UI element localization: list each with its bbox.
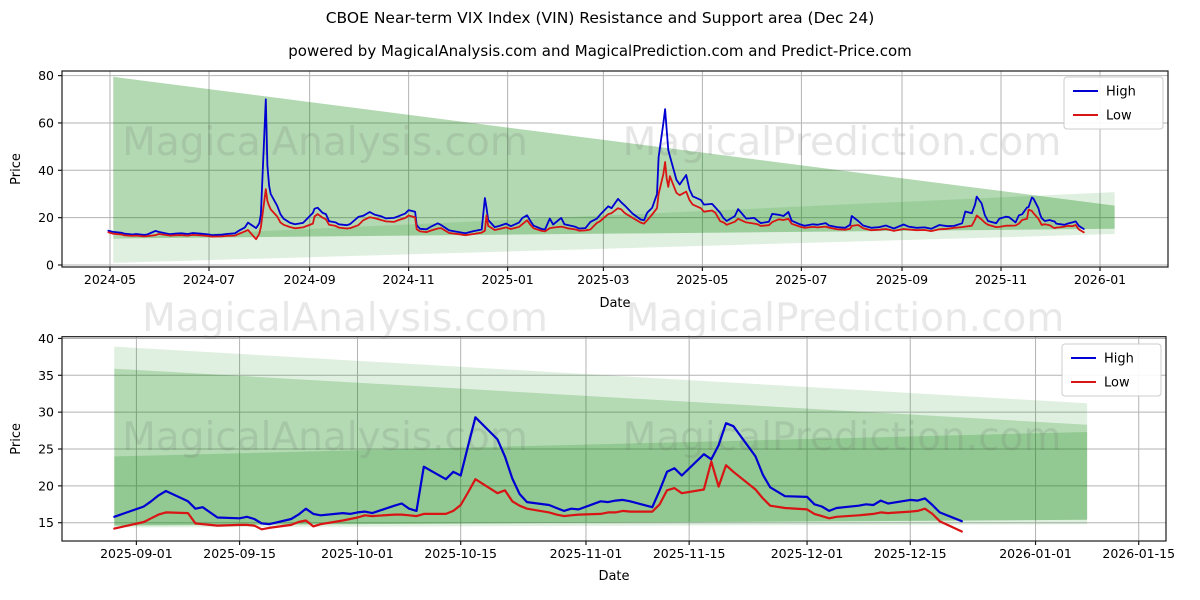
y-tick-label: 35 [38, 368, 54, 383]
band-support-fan [114, 432, 1088, 526]
x-tick-label: 2026-01 [1074, 272, 1126, 287]
y-axis-label: Price [9, 153, 24, 185]
plot-border [61, 336, 1167, 542]
x-tick-label: 2025-01 [482, 272, 534, 287]
legend-label-high: High [1104, 352, 1134, 367]
x-tick-label: 2025-05 [676, 272, 728, 287]
series-line-high [113, 416, 963, 526]
y-tick-label: 60 [38, 115, 54, 130]
y-tick-label: 40 [38, 163, 54, 178]
x-axis-label: Date [599, 296, 630, 311]
y-tick-label: 20 [38, 478, 54, 493]
y-tick-label: 30 [38, 405, 54, 420]
legend-label-low: Low [1106, 109, 1132, 124]
series-line-high [107, 98, 1085, 237]
y-tick-label: 0 [46, 258, 54, 273]
watermark-magicalprediction: MagicalPrediction.com [623, 120, 1062, 165]
x-tick-label: 2025-07 [775, 272, 827, 287]
x-tick-label: 2025-11-01 [550, 546, 623, 561]
x-tick-label: 2025-11 [975, 272, 1027, 287]
y-tick-label: 20 [38, 210, 54, 225]
y-tick-label: 15 [38, 515, 54, 530]
y-tick-label: 25 [38, 442, 54, 457]
x-tick-label: 2025-12-01 [771, 546, 844, 561]
y-axis-label: Price [9, 423, 24, 455]
y-tick-label: 40 [38, 331, 54, 346]
x-tick-label: 2026-01-01 [999, 546, 1072, 561]
x-tick-label: 2025-12-15 [874, 546, 947, 561]
series-line-low [107, 161, 1085, 241]
legend-label-high: High [1106, 85, 1136, 100]
x-axis-label: Date [598, 569, 629, 584]
band-resistance-support-cone [113, 76, 1115, 239]
x-tick-label: 2026-01-15 [1102, 546, 1175, 561]
watermark-magicalanalysis: MagicalAnalysis.com [122, 415, 528, 460]
plot-border [61, 70, 1169, 268]
band-resistance-fan-light [114, 346, 1088, 528]
x-tick-label: 2025-09-01 [100, 546, 173, 561]
watermark-magicalanalysis: MagicalAnalysis.com [122, 120, 528, 165]
x-tick-label: 2024-07 [183, 272, 235, 287]
chart-subtitle: powered by MagicalAnalysis.com and Magic… [288, 42, 912, 60]
series-line-low [113, 460, 963, 533]
band-resistance-cone [114, 368, 1088, 526]
x-tick-label: 2025-03 [577, 272, 629, 287]
x-tick-label: 2025-11-15 [653, 546, 726, 561]
chart-title: CBOE Near-term VIX Index (VIN) Resistanc… [325, 9, 875, 27]
y-tick-label: 80 [38, 68, 54, 83]
x-tick-label: 2025-09 [876, 272, 928, 287]
x-tick-label: 2025-10-01 [321, 546, 394, 561]
x-tick-label: 2024-09 [284, 272, 336, 287]
x-tick-label: 2025-10-15 [424, 546, 497, 561]
legend-label-low: Low [1104, 376, 1130, 391]
x-tick-label: 2024-05 [84, 272, 136, 287]
x-tick-label: 2024-11 [383, 272, 435, 287]
x-tick-label: 2025-09-15 [203, 546, 276, 561]
watermark-magicalprediction: MagicalPrediction.com [623, 415, 1062, 460]
band-support-fan-light [113, 192, 1115, 263]
